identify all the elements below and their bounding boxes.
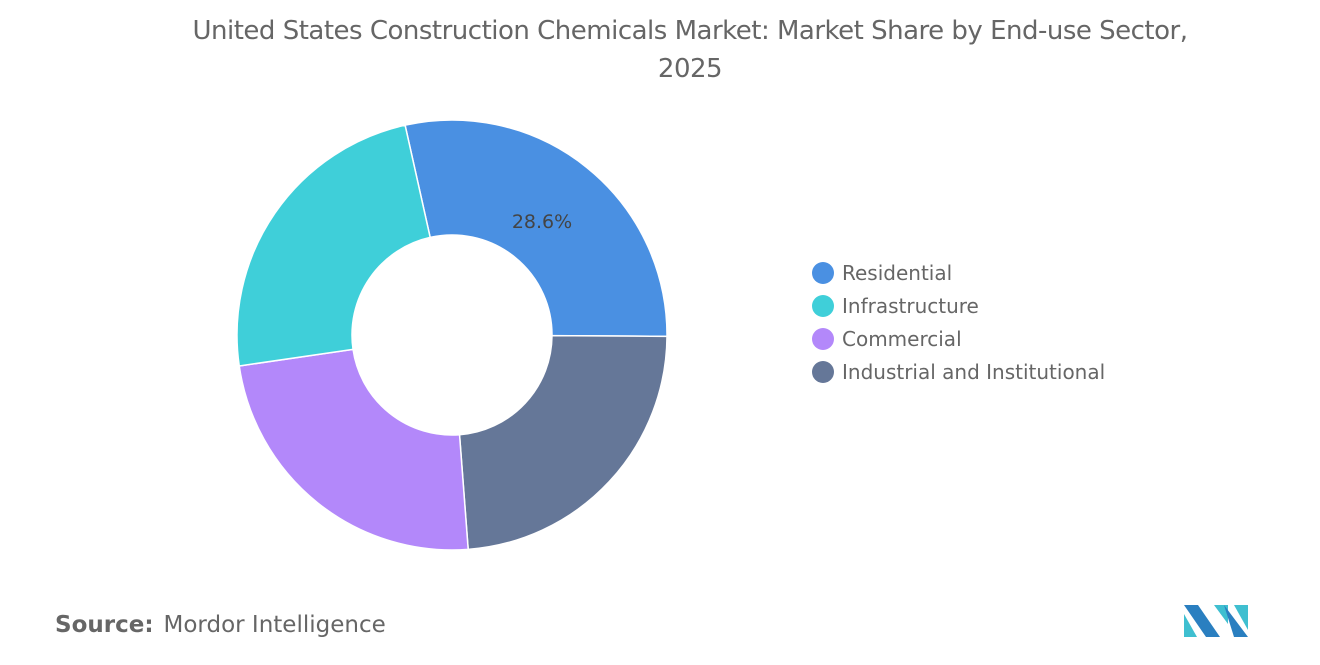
legend-label: Industrial and Institutional (842, 359, 1106, 384)
slice-industrial-and-institutional (458, 334, 668, 551)
legend-label: Commercial (842, 326, 962, 351)
source-label: Source: (55, 612, 154, 638)
chart-title: United States Construction Chemicals Mar… (192, 16, 1189, 84)
legend-item: Infrastructure (812, 289, 1105, 322)
legend-item: Commercial (812, 322, 1105, 355)
data-label: 28.6% (512, 211, 572, 233)
slice-infrastructure (236, 124, 432, 367)
source: Source: Mordor Intelligence (55, 612, 386, 638)
legend-item: Residential (812, 256, 1105, 289)
source-value: Mordor Intelligence (163, 612, 386, 638)
slice-residential (404, 119, 668, 338)
legend: Residential Infrastructure Commercial Indus… (812, 256, 1105, 388)
legend-marker (812, 261, 834, 284)
legend-item: Industrial and Institutional (812, 355, 1105, 388)
slice-commercial (238, 348, 469, 551)
legend-label: Residential (842, 260, 953, 285)
legend-marker (812, 360, 834, 383)
legend-marker (812, 327, 834, 350)
legend-label: Infrastructure (842, 293, 979, 318)
mordor-intelligence-logo-icon (1184, 605, 1248, 637)
legend-marker (812, 294, 834, 317)
